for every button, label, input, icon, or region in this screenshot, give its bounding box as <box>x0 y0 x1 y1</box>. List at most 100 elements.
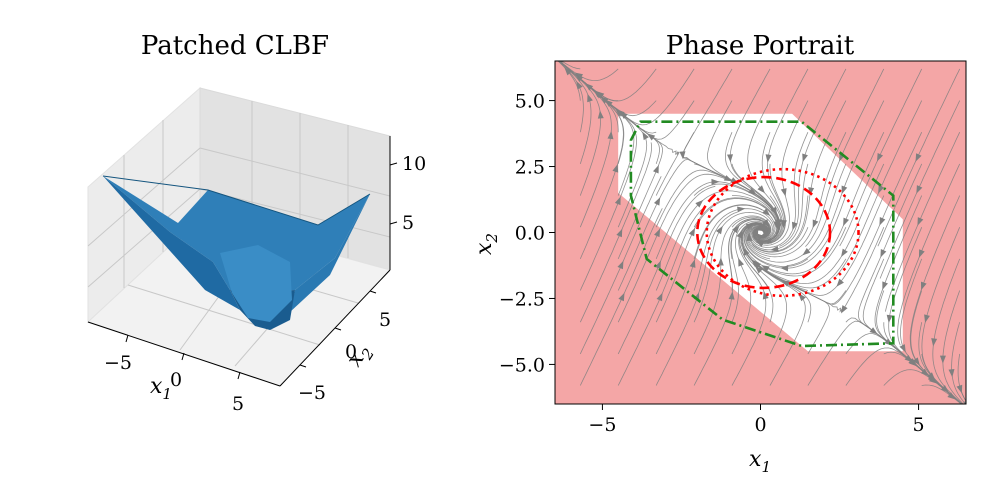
y-tick-label: 0 <box>345 341 357 363</box>
stream-arrow <box>695 199 704 208</box>
stream-arrow <box>802 153 808 162</box>
stream-arrow <box>948 369 955 378</box>
stream-arrow <box>679 151 686 160</box>
stream-arrow <box>878 185 885 194</box>
stream-arrow <box>920 281 927 291</box>
x-axis-label-3d: x1 <box>150 374 172 403</box>
phase-chart: Phase Portrait −5 0 5 5.0 2.5 0.0 −2.5 −5.0 x1… <box>472 31 967 476</box>
stream-arrow <box>614 196 621 206</box>
x-tick-label: 5 <box>232 393 244 415</box>
surface-right-front <box>290 194 370 312</box>
z-tick-label: 5 <box>402 212 414 234</box>
phase-title: Phase Portrait <box>666 31 855 61</box>
surface-title: Patched CLBF <box>141 31 329 61</box>
level-set-dotted <box>705 167 860 298</box>
stream-arrow <box>877 153 884 162</box>
stream-arrow <box>840 305 848 314</box>
y-tick-label: −5 <box>298 382 326 404</box>
stream-arrow <box>956 384 963 394</box>
stream-arrow <box>765 154 772 163</box>
stream-arrow <box>843 217 850 227</box>
stream-arrow <box>780 265 789 272</box>
stream-arrow <box>619 111 628 120</box>
surface-left-front <box>103 176 240 310</box>
stream-arrow <box>924 314 930 323</box>
stream-arrow <box>761 265 770 272</box>
stream-arrow <box>770 246 779 252</box>
ticks-3d <box>125 162 398 380</box>
x-axis-label: x1 <box>749 447 771 476</box>
stream-arrow <box>879 217 886 226</box>
stream-arrow <box>618 292 625 302</box>
level-set-dashed <box>695 175 832 290</box>
stream-arrow <box>780 219 787 229</box>
stream-arrow <box>746 232 753 242</box>
stream-arrow <box>780 188 787 197</box>
stream-arrow <box>918 249 925 258</box>
stream-arrow <box>574 72 584 80</box>
stream-arrow <box>717 257 724 266</box>
safe-region <box>618 113 903 352</box>
stream-arrow <box>915 153 922 162</box>
streamlines <box>556 61 966 404</box>
stream-arrow <box>688 227 696 237</box>
x-tick-label: −5 <box>104 352 132 374</box>
surface <box>102 175 371 330</box>
stream-arrow <box>654 260 661 270</box>
stream-arrow <box>757 185 765 194</box>
y-axis: 5.0 2.5 0.0 −2.5 −5.0 <box>499 91 555 376</box>
stream-arrow <box>596 91 605 99</box>
stream-arrow <box>736 229 743 239</box>
stream-arrow <box>738 258 744 267</box>
stream-arrow <box>715 225 723 235</box>
y-tick-label: −5.0 <box>499 354 545 376</box>
stream-arrow <box>653 197 661 206</box>
stream-arrow <box>737 206 746 213</box>
y-tick-label: 0.0 <box>515 223 545 245</box>
stream-arrow <box>728 291 735 300</box>
stream-arrow <box>899 344 906 353</box>
stream-arrow <box>812 219 819 229</box>
stream-arrow <box>727 154 734 163</box>
stream-arrow <box>656 292 663 302</box>
x-axis: −5 0 5 <box>588 404 925 436</box>
y-tick-label: 2.5 <box>515 157 545 179</box>
z-tick-label: 10 <box>402 153 426 175</box>
surface-chart: Patched CLBF <box>87 31 426 415</box>
x-tick-label: −5 <box>588 414 616 436</box>
stream-arrow <box>916 185 923 194</box>
stream-arrow <box>802 247 811 256</box>
stream-arrow <box>689 259 696 268</box>
surface-bowl-face <box>220 245 292 322</box>
stream-arrow <box>841 185 848 195</box>
stream-arrow <box>841 248 848 257</box>
stream-arrow <box>653 164 659 174</box>
stream-arrow <box>762 208 771 216</box>
stream-arrow <box>617 260 624 270</box>
stream-arrow <box>564 67 572 76</box>
x-tick-label: 0 <box>754 414 766 436</box>
stream-arrow <box>836 278 844 287</box>
stream-arrow <box>927 372 936 381</box>
stream-arrow <box>576 80 583 90</box>
stream-arrow <box>939 355 946 364</box>
stream-arrow <box>612 164 619 173</box>
y-tick-label: 5.0 <box>515 91 545 113</box>
stream-arrow <box>791 221 798 231</box>
surface-fold <box>102 175 371 226</box>
stream-arrow <box>762 290 769 300</box>
certified-set <box>629 120 895 348</box>
stream-arrow <box>882 281 888 290</box>
y-tick-label: −2.5 <box>499 288 545 310</box>
stream-arrow <box>607 130 614 140</box>
y-axis-label: x2 <box>472 233 501 255</box>
x-tick-label: 5 <box>913 414 925 436</box>
stream-arrow <box>597 110 604 119</box>
x-tick-label: 0 <box>170 369 182 391</box>
stream-arrow <box>711 178 720 185</box>
stream-arrow <box>886 314 893 324</box>
stream-arrow <box>616 228 623 238</box>
stream-arrow <box>947 392 956 400</box>
stream-arrow <box>587 93 593 103</box>
